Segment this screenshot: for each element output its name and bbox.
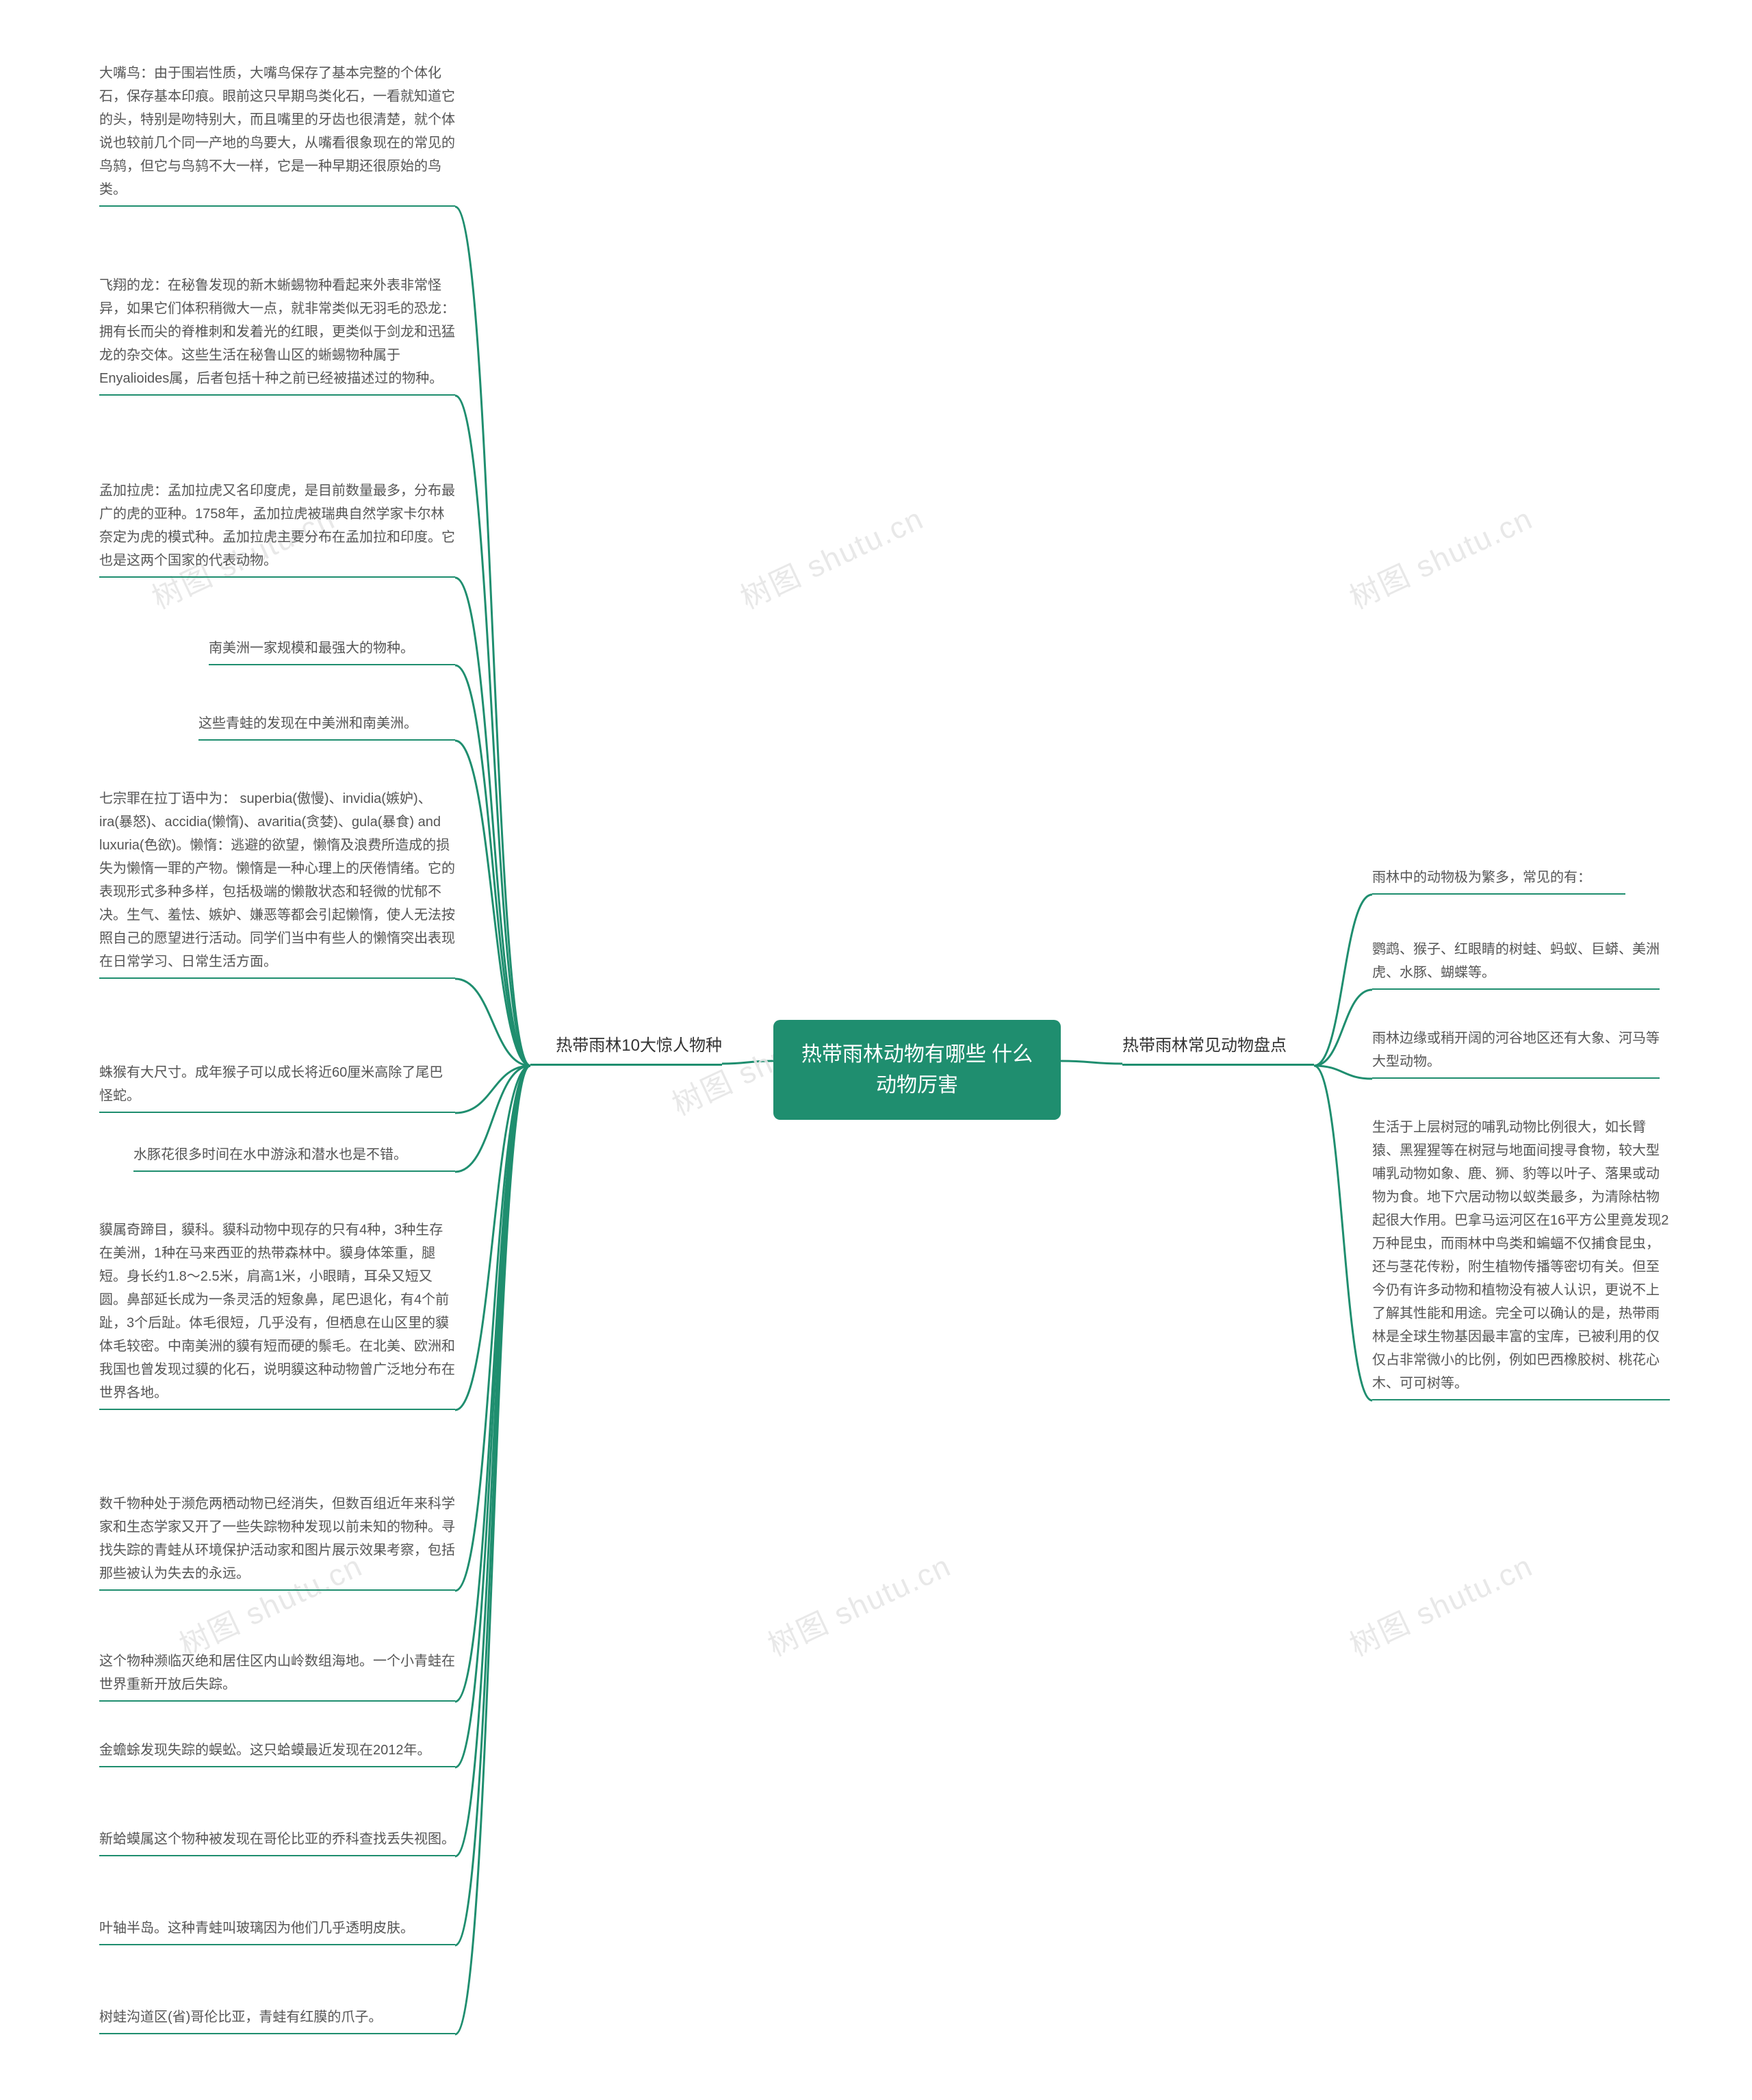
watermark: 树图 shutu.cn — [732, 494, 930, 617]
watermark: 树图 shutu.cn — [1341, 494, 1539, 617]
leaf-node: 七宗罪在拉丁语中为： superbia(傲慢)、invidia(嫉妒)、ira(… — [99, 787, 455, 979]
leaf-node: 飞翔的龙：在秘鲁发现的新木蜥蜴物种看起来外表非常怪异，如果它们体积稍微大一点，就… — [99, 274, 455, 396]
leaf-node: 雨林中的动物极为繁多，常见的有： — [1372, 866, 1625, 895]
leaf-node: 树蛙沟道区(省)哥伦比亚，青蛙有红膜的爪子。 — [99, 2006, 455, 2034]
watermark: 树图 shutu.cn — [760, 1541, 957, 1665]
leaf-node: 鹦鹉、猴子、红眼睛的树蛙、蚂蚁、巨蟒、美洲虎、水豚、蝴蝶等。 — [1372, 938, 1660, 990]
leaf-node: 孟加拉虎：孟加拉虎又名印度虎，是目前数量最多，分布最广的虎的亚种。1758年，孟… — [99, 479, 455, 578]
leaf-node: 这个物种濒临灭绝和居住区内山岭数组海地。一个小青蛙在世界重新开放后失踪。 — [99, 1650, 455, 1702]
mindmap-canvas: 树图 shutu.cn 树图 shutu.cn 树图 shutu.cn 树图 shut… — [0, 0, 1752, 2100]
leaf-node: 叶轴半岛。这种青蛙叫玻璃因为他们几乎透明皮肤。 — [99, 1917, 455, 1945]
watermark: 树图 shutu.cn — [1341, 1541, 1539, 1665]
leaf-node: 这些青蛙的发现在中美洲和南美洲。 — [198, 712, 455, 741]
branch-node-left[interactable]: 热带雨林10大惊人物种 — [530, 1034, 722, 1066]
leaf-node: 金蟾蜍发现失踪的蜈蚣。这只蛤蟆最近发现在2012年。 — [99, 1739, 455, 1767]
branch-node-right[interactable]: 热带雨林常见动物盘点 — [1122, 1034, 1314, 1066]
leaf-node: 大嘴鸟：由于围岩性质，大嘴鸟保存了基本完整的个体化石，保存基本印痕。眼前这只早期… — [99, 62, 455, 207]
leaf-node: 蛛猴有大尺寸。成年猴子可以成长将近60厘米高除了尾巴怪蛇。 — [99, 1061, 455, 1113]
leaf-node: 雨林边缘或稍开阔的河谷地区还有大象、河马等大型动物。 — [1372, 1027, 1660, 1079]
leaf-node: 新蛤蟆属这个物种被发现在哥伦比亚的乔科查找丢失视图。 — [99, 1828, 455, 1856]
leaf-node: 数千物种处于濒危两栖动物已经消失，但数百组近年来科学家和生态学家又开了一些失踪物… — [99, 1492, 455, 1591]
leaf-node: 貘属奇蹄目，貘科。貘科动物中现存的只有4种，3种生存在美洲，1种在马来西亚的热带… — [99, 1218, 455, 1410]
leaf-node: 生活于上层树冠的哺乳动物比例很大，如长臂猿、黑猩猩等在树冠与地面间搜寻食物，较大… — [1372, 1116, 1670, 1400]
leaf-node: 南美洲一家规模和最强大的物种。 — [209, 637, 455, 665]
root-node[interactable]: 热带雨林动物有哪些 什么动物厉害 — [773, 1020, 1061, 1120]
leaf-node: 水豚花很多时间在水中游泳和潜水也是不错。 — [133, 1143, 455, 1172]
